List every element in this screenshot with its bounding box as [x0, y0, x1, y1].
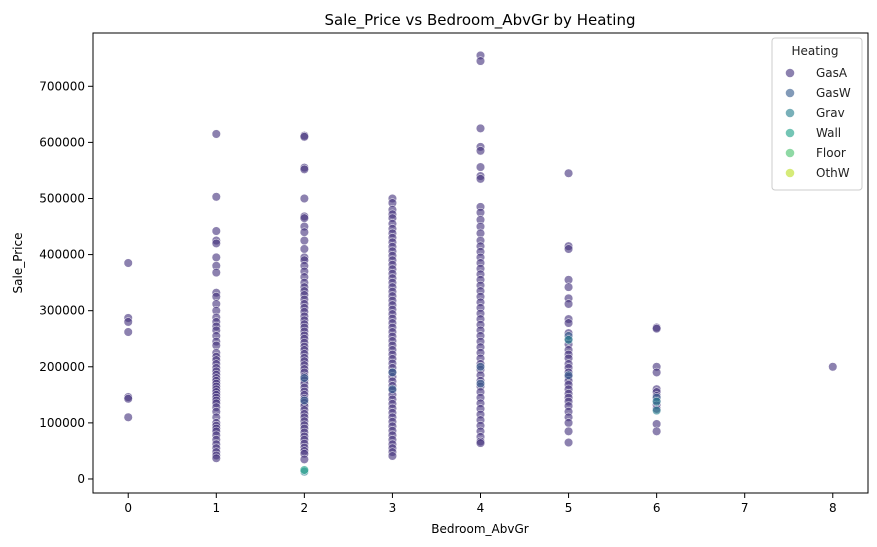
data-point-gasw [387, 367, 397, 377]
data-point-gasa [211, 267, 221, 278]
y-tick-label: 200000 [39, 360, 85, 374]
data-point-gasa [299, 193, 309, 204]
data-point-gasa [564, 426, 574, 436]
legend-label-gasw: GasW [816, 86, 851, 100]
data-point-gasa [564, 244, 574, 254]
data-point-gasa [564, 418, 574, 428]
data-point-gasa [299, 244, 309, 254]
data-point-gasa [475, 162, 486, 172]
y-axis-label: Sale_Price [11, 233, 25, 294]
data-point-gasw [387, 384, 397, 394]
data-point-gasa [123, 327, 133, 337]
data-point-gasa [299, 164, 309, 174]
legend-marker-floor [785, 148, 795, 158]
y-tick-label: 300000 [39, 304, 85, 318]
legend-marker-othw [785, 168, 795, 178]
data-point-gasa [211, 252, 221, 262]
data-point-gasa [299, 132, 309, 142]
legend-label-grav: Grav [816, 106, 845, 120]
legend-title: Heating [791, 44, 838, 58]
x-tick-label: 4 [477, 501, 485, 515]
x-tick-label: 8 [829, 501, 837, 515]
x-tick-label: 3 [389, 501, 397, 515]
data-point-gasa [564, 282, 574, 292]
data-point-gasa [828, 362, 838, 372]
data-point-wall [299, 465, 309, 475]
data-point-gasa [123, 258, 133, 268]
x-axis-label: Bedroom_AbvGr [431, 522, 529, 536]
legend-label-floor: Floor [816, 146, 846, 160]
data-point-gasa [475, 146, 486, 156]
y-tick-label: 500000 [39, 191, 85, 205]
data-point-gasa [652, 426, 662, 436]
data-point-gasa [299, 213, 309, 223]
data-point-gasa [652, 324, 662, 334]
x-tick-label: 6 [653, 501, 661, 515]
data-point-gasa [211, 453, 221, 463]
legend-marker-grav [785, 108, 795, 118]
legend-frame [771, 37, 863, 191]
x-tick-label: 7 [741, 501, 749, 515]
legend-label-othw: OthW [816, 166, 850, 180]
data-point-gasw [475, 362, 486, 372]
legend-marker-gasw [785, 88, 795, 98]
data-point-gasa [123, 394, 133, 404]
chart-title: Sale_Price vs Bedroom_AbvGr by Heating [325, 11, 636, 30]
y-tick-label: 400000 [39, 248, 85, 262]
x-tick-label: 0 [124, 501, 132, 515]
data-point-gasw [564, 370, 574, 380]
x-axis: 0 1 2 3 4 5 6 7 8 [124, 493, 837, 515]
data-point-gasa [475, 123, 486, 133]
data-point-gasa [299, 236, 309, 246]
data-point-grav [564, 335, 574, 345]
data-point-gasa [564, 168, 574, 178]
x-tick-label: 1 [212, 501, 220, 515]
data-point-gasa [211, 192, 221, 202]
legend-marker-gasa [785, 68, 795, 78]
y-tick-label: 700000 [39, 79, 85, 93]
y-axis: 0 100000 200000 300000 400000 500000 600000 700… [39, 79, 93, 486]
y-tick-label: 100000 [39, 416, 85, 430]
data-point-gasw [475, 379, 486, 389]
data-point-gasa [299, 454, 309, 464]
data-point-gasa [652, 367, 662, 377]
data-point-gasa [564, 299, 574, 309]
y-tick-label: 600000 [39, 135, 85, 149]
data-point-gasw [299, 373, 309, 383]
data-point-gasa [211, 238, 221, 248]
data-point-grav [652, 405, 662, 416]
legend: Heating GasA GasW Grav Wall Floor OthW [771, 37, 863, 191]
data-point-grav [652, 397, 662, 407]
data-point-gasa [564, 318, 574, 328]
data-point-gasa [475, 174, 486, 184]
data-point-gasa [123, 412, 133, 422]
data-point-gasa [123, 317, 133, 327]
data-point-gasa [211, 129, 221, 139]
legend-marker-wall [785, 128, 795, 138]
data-point-gasa [387, 451, 397, 461]
data-point-gasw [299, 395, 309, 405]
data-point-gasa [475, 56, 486, 66]
data-point-gasa [211, 226, 221, 236]
y-tick-label: 0 [77, 472, 85, 486]
legend-label-wall: Wall [816, 126, 841, 140]
legend-label-gasa: GasA [816, 66, 848, 80]
x-tick-label: 5 [565, 501, 573, 515]
data-point-gasa [564, 437, 574, 448]
data-point-gasa [475, 438, 486, 448]
x-tick-label: 2 [301, 501, 309, 515]
data-point-gasa [299, 227, 309, 237]
data-points [123, 50, 838, 477]
